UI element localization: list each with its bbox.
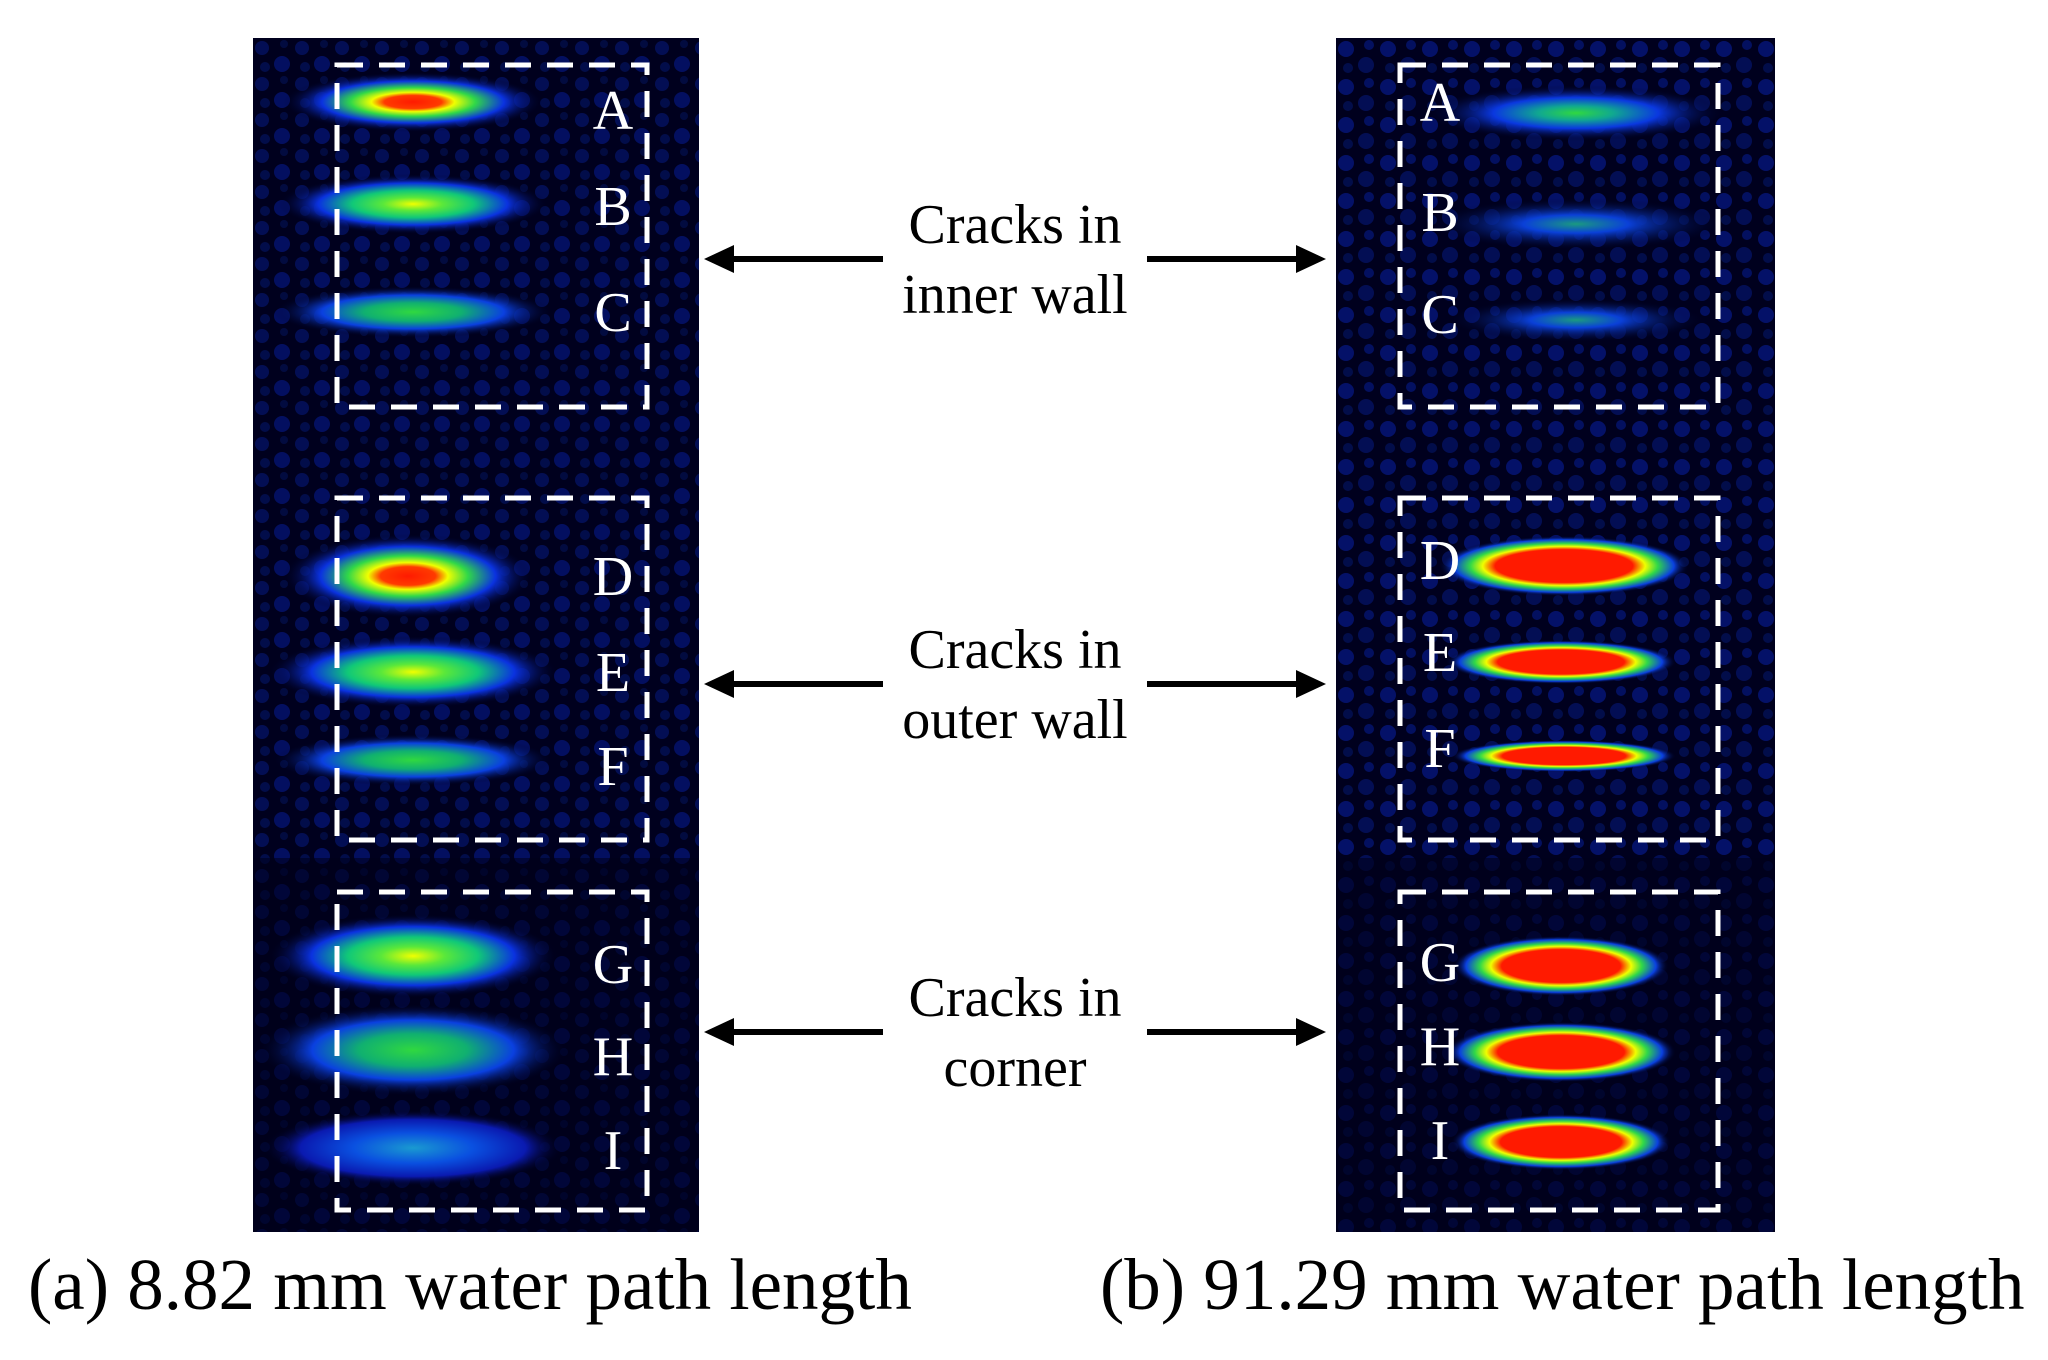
label-h: H: [593, 1026, 633, 1088]
label-c: C: [1421, 284, 1458, 346]
annotation-inner-wall: Cracks in inner wall: [855, 190, 1175, 330]
frame-corner: [1397, 889, 1721, 1213]
label-h: H: [1420, 1016, 1460, 1078]
label-e: E: [596, 642, 630, 704]
echo-c: [1446, 298, 1706, 342]
panel-a-heatmap: A B C D E F G H I: [253, 38, 699, 1232]
echo-b: [1426, 198, 1726, 250]
arrow-right-corner: [1147, 1018, 1326, 1046]
arrow-right-inner-wall: [1147, 245, 1326, 273]
echo-i: [1451, 1114, 1671, 1170]
annotation-line1: Cracks in: [908, 967, 1122, 1029]
label-f: F: [1424, 718, 1455, 780]
label-i: I: [1431, 1110, 1450, 1172]
annotation-line2: inner wall: [902, 264, 1128, 326]
label-b: B: [594, 176, 631, 238]
echo-c: [273, 286, 553, 338]
caption-a: (a) 8.82 mm water path length: [28, 1244, 912, 1325]
label-f: F: [597, 736, 628, 798]
frame-outer-wall: [1397, 495, 1721, 843]
label-d: D: [1420, 530, 1460, 592]
echo-h: [1446, 1022, 1676, 1082]
panel-b-heatmap: A B C D E F G H I: [1336, 38, 1775, 1232]
panel-b-image: A B C D E F G H I: [1336, 38, 1775, 1232]
echo-e: [1446, 640, 1676, 684]
panel-a-image: A B C D E F G H I: [253, 38, 699, 1232]
label-a: A: [1420, 72, 1461, 134]
echo-h: [258, 1004, 568, 1096]
label-d: D: [593, 546, 633, 608]
annotation-corner: Cracks in corner: [855, 963, 1175, 1103]
annotation-line1: Cracks in: [908, 194, 1122, 256]
arrow-left-corner: [704, 1018, 883, 1046]
annotation-line1: Cracks in: [908, 619, 1122, 681]
echo-a: [1426, 85, 1726, 141]
annotation-line2: corner: [943, 1037, 1087, 1099]
echo-d: [283, 534, 533, 618]
echo-b: [278, 174, 548, 234]
frame-inner-wall: [1397, 62, 1721, 410]
frame-outer-wall: [334, 495, 650, 843]
echo-d: [1439, 536, 1689, 596]
echo-f: [273, 734, 553, 786]
label-g: G: [1420, 932, 1460, 994]
arrow-left-inner-wall: [704, 245, 883, 273]
echo-g: [1453, 936, 1669, 996]
label-g: G: [593, 934, 633, 996]
label-e: E: [1423, 622, 1457, 684]
echo-a: [283, 72, 543, 132]
frame-inner-wall: [334, 62, 650, 410]
echo-e: [268, 636, 558, 708]
echo-i: [263, 1110, 563, 1186]
echo-f: [1452, 740, 1676, 772]
annotation-line2: outer wall: [902, 689, 1128, 751]
frame-corner: [334, 889, 650, 1213]
arrow-right-outer-wall: [1147, 670, 1326, 698]
annotation-outer-wall: Cracks in outer wall: [855, 615, 1175, 755]
arrow-left-outer-wall: [704, 670, 883, 698]
label-b: B: [1421, 182, 1458, 244]
label-a: A: [593, 80, 634, 142]
echo-g: [268, 914, 558, 998]
caption-b: (b) 91.29 mm water path length: [1100, 1244, 2025, 1325]
label-c: C: [594, 282, 631, 344]
label-i: I: [604, 1120, 623, 1182]
